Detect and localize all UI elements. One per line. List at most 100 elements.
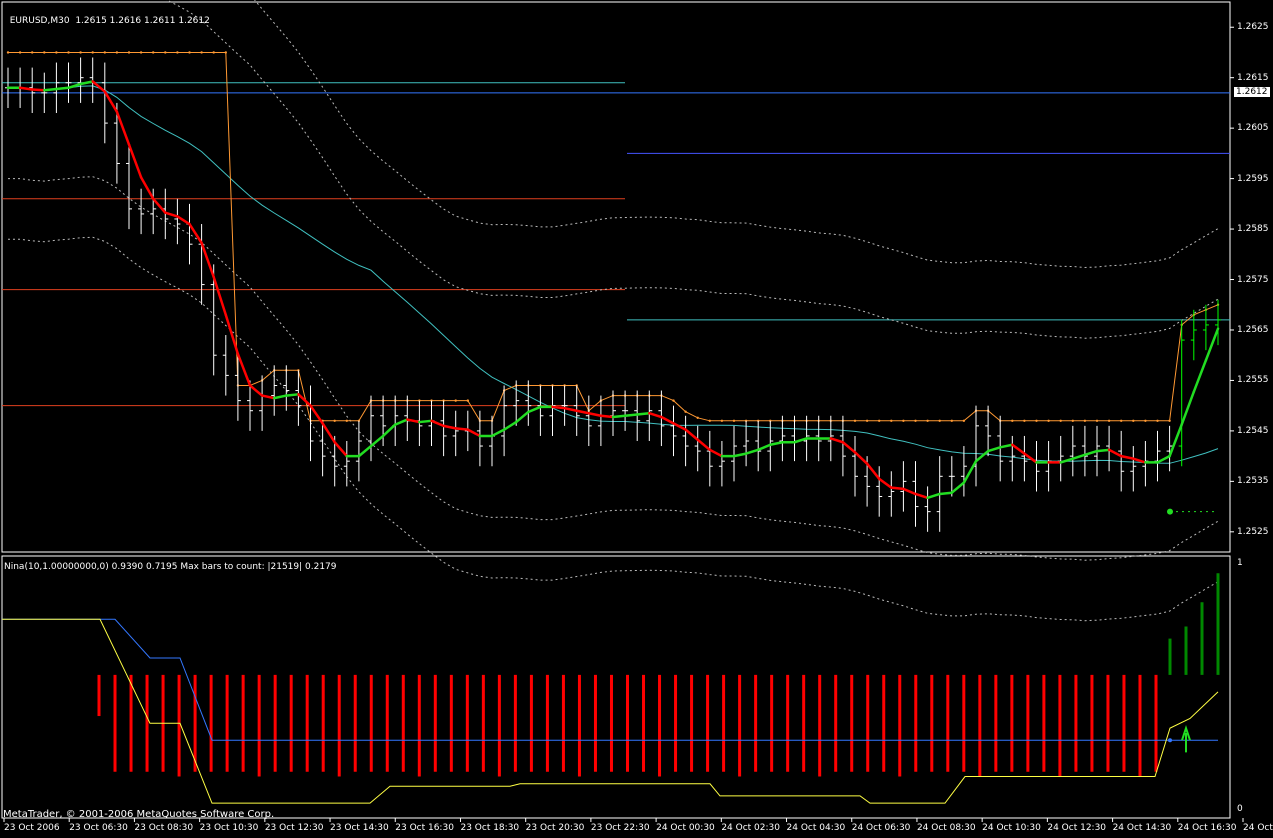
buy-arrow-icon — [1181, 724, 1191, 753]
fast-ma-segment — [430, 419, 445, 428]
fast-ma-segment — [200, 241, 215, 279]
fast-ma-segment — [793, 437, 808, 444]
indicator-scale-top: 1 — [1237, 558, 1243, 568]
fast-ma-segment — [502, 420, 518, 431]
indicator-yellow-line — [2, 618, 1219, 804]
fast-ma-segment — [285, 393, 300, 397]
fast-ma-segment — [1059, 457, 1075, 464]
fast-ma-segment — [527, 405, 542, 414]
fast-ma-segment — [188, 222, 203, 245]
indicator-blue-dot — [1168, 738, 1172, 743]
x-tick-label: 23 Oct 22:30 — [590, 823, 650, 833]
fast-ma-segment — [1156, 454, 1171, 464]
fast-ma-segment — [406, 418, 421, 424]
x-tick-label: 23 Oct 12:30 — [264, 823, 324, 833]
chart-header-symbol: EURUSD,M30 1.2615 1.2616 1.2611 1.2612 — [4, 5, 210, 27]
fast-ma-segment — [369, 434, 385, 448]
x-tick-label: 24 Oct 06:30 — [851, 823, 911, 833]
fast-ma-segment — [950, 481, 966, 494]
fast-ma-segment — [1204, 327, 1220, 362]
fast-ma-segment — [648, 411, 663, 419]
indicator-scale-bottom: 0 — [1237, 804, 1243, 814]
fast-ma-segment — [853, 451, 869, 465]
x-tick-label: 24 Oct 14:30 — [1112, 823, 1172, 833]
fast-ma-segment — [1071, 453, 1087, 460]
fast-ma-segment — [333, 441, 349, 458]
current-price-tag: 1.2612 — [1234, 87, 1270, 97]
x-tick-label: 24 Oct 16:30 — [1177, 823, 1237, 833]
indicator-title: Nina(10,1.00000000,0) 0.9390 0.7195 Max … — [4, 562, 337, 572]
x-tick-label: 23 Oct 20:30 — [525, 823, 585, 833]
envelope-band-3 — [8, 236, 1219, 622]
fast-ma-segment — [986, 446, 1002, 453]
fast-ma-segment — [744, 448, 760, 455]
main-pane-frame — [1, 1, 1231, 553]
y-tick-label: 1.2565 — [1237, 324, 1269, 335]
fast-ma-segment — [248, 384, 264, 397]
x-tick-label: 24 Oct 12:30 — [1047, 823, 1107, 833]
fast-ma-segment — [1180, 390, 1196, 426]
fast-ma-segment — [841, 441, 857, 454]
indicator-pane-frame — [1, 555, 1231, 819]
envelope-band-1 — [254, 0, 1219, 269]
x-tick-label: 24 Oct 00:30 — [656, 823, 715, 833]
fast-ma-segment — [442, 424, 457, 430]
fast-ma-segment — [151, 197, 167, 214]
fast-ma-segment — [1119, 454, 1135, 460]
fast-ma-segment — [672, 422, 687, 431]
fast-ma-segment — [769, 441, 784, 447]
x-tick-label: 23 Oct 18:30 — [460, 823, 520, 833]
y-tick-label: 1.2595 — [1237, 173, 1269, 184]
fast-ma-segment — [551, 405, 566, 410]
fast-ma-segment — [91, 80, 107, 93]
fast-ma-segment — [1095, 448, 1111, 453]
fast-ma-segment — [611, 414, 627, 419]
fast-ma-segment — [127, 143, 143, 179]
x-tick-label: 23 Oct 10:30 — [199, 823, 259, 833]
fast-ma-segment — [1192, 359, 1208, 394]
y-tick-label: 1.2605 — [1237, 123, 1269, 134]
fast-ma-segment — [877, 477, 893, 489]
fast-ma-segment — [418, 419, 433, 424]
fast-ma-segment — [974, 449, 990, 463]
fast-ma-segment — [272, 394, 288, 400]
fast-ma-segment — [466, 428, 482, 438]
fast-ma-segment — [1023, 452, 1038, 464]
x-tick-label: 24 Oct 04:30 — [786, 823, 846, 833]
y-tick-label: 1.2615 — [1237, 72, 1269, 83]
fast-ma-segment — [357, 444, 373, 458]
fast-ma-segment — [635, 411, 651, 416]
fast-ma-segment — [309, 404, 324, 425]
envelope-band-2 — [8, 176, 1219, 561]
x-tick-label: 24 Oct 02:30 — [721, 823, 780, 833]
fast-ma-segment — [18, 86, 34, 91]
fast-ma-segment — [865, 462, 881, 481]
fast-ma-segment — [139, 176, 155, 201]
y-tick-label: 1.2555 — [1237, 375, 1269, 386]
x-tick-label: 23 Oct 16:30 — [395, 823, 454, 833]
fast-ma-segment — [297, 393, 312, 407]
fast-ma-segment — [454, 427, 470, 431]
y-tick-label: 1.2535 — [1237, 476, 1269, 487]
fast-ma-segment — [103, 90, 119, 113]
envelope-band-0 — [165, 0, 1219, 339]
x-tick-label: 23 Oct 14:30 — [330, 823, 389, 833]
fast-ma-segment — [599, 414, 615, 419]
watermark: MetaTrader, © 2001-2006 MetaQuotes Softw… — [3, 809, 275, 820]
fast-ma-segment — [514, 410, 530, 424]
fast-ma-segment — [321, 422, 336, 444]
fast-ma-segment — [696, 438, 712, 452]
fast-ma-segment — [115, 110, 131, 146]
fast-ma-segment — [575, 409, 591, 415]
x-tick-label: 23 Oct 2006 — [4, 823, 60, 833]
fast-ma-segment — [79, 80, 94, 86]
y-tick-label: 1.2585 — [1237, 224, 1269, 235]
x-tick-label: 24 Oct 18:30 — [1243, 823, 1273, 833]
fast-ma-segment — [938, 491, 954, 496]
fast-ma-segment — [732, 452, 748, 458]
fast-ma-segment — [30, 88, 46, 92]
fast-ma-segment — [563, 406, 578, 412]
fast-ma-segment — [43, 87, 58, 92]
x-tick-label: 23 Oct 08:30 — [134, 823, 194, 833]
